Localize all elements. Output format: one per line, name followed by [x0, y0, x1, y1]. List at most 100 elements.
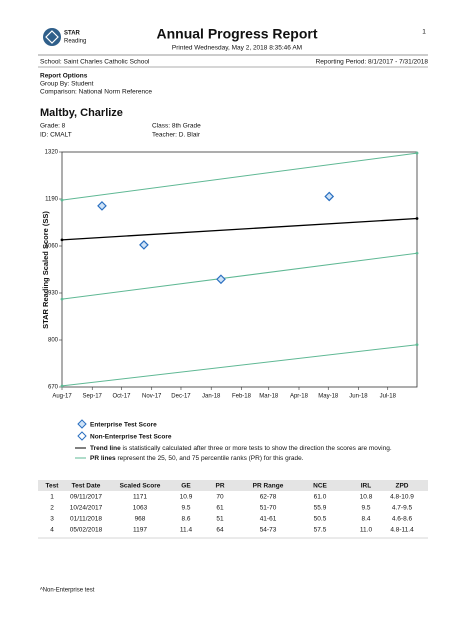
legend-entry: Trend line is statistically calculated a…: [90, 445, 392, 452]
student-name: Maltby, Charlize: [40, 107, 123, 119]
table-cell: 61.0: [314, 494, 327, 501]
table-cell: 4.7-9.5: [392, 505, 413, 512]
x-tick-label: Aug-17: [52, 394, 72, 400]
test-score: [139, 240, 149, 250]
option: Group By: Student: [40, 81, 94, 88]
table-cell: 10/24/2017: [70, 505, 103, 512]
student-class: Class: 8th Grade: [152, 123, 201, 130]
table-cell: 4.6-8.6: [392, 516, 413, 523]
x-tick-label: Jan-18: [202, 394, 221, 400]
table-cell: 1: [50, 494, 54, 501]
table-header: Scaled Score: [120, 483, 161, 490]
table-cell: 1171: [133, 494, 147, 501]
table-cell: 64: [216, 527, 224, 534]
x-tick-label: Feb-18: [232, 394, 252, 400]
y-tick-label: 1190: [45, 197, 59, 203]
table-cell: 8.4: [361, 516, 370, 523]
legend-text: represent the 25, 50, and 75 percentile …: [116, 455, 304, 462]
table-cell: 50.5: [314, 516, 327, 523]
student-grade: Grade: 8: [40, 123, 66, 130]
line-end: [415, 217, 419, 220]
table-cell: 09/11/2017: [70, 494, 102, 501]
legend-icon: [77, 431, 87, 441]
table-cell: 4.8-11.4: [390, 527, 414, 534]
y-tick-label: 1060: [45, 244, 59, 250]
footnote: ᴬNon-Enterprise test: [39, 586, 95, 594]
line-end: [60, 384, 64, 388]
table-cell: 3: [50, 516, 54, 523]
x-tick-label: Jul-18: [380, 394, 397, 400]
table-cell: 61: [216, 505, 224, 512]
x-tick-label: Dec-17: [171, 394, 191, 400]
table-cell: 01/11/2018: [70, 516, 102, 523]
table-cell: 57.5: [314, 527, 327, 534]
table-header: PR Range: [253, 483, 284, 490]
table-cell: 10.8: [360, 494, 373, 501]
table-cell: 1063: [133, 505, 148, 512]
line-end: [60, 198, 64, 202]
x-tick-label: Sep-17: [83, 394, 103, 400]
table-header: NCE: [313, 483, 327, 490]
table-header: IRL: [361, 483, 372, 490]
x-tick-label: May-18: [318, 394, 339, 400]
table-cell: 62-78: [260, 494, 277, 501]
table-cell: 11.0: [360, 527, 373, 534]
pr-line: [61, 252, 418, 300]
table-cell: 1197: [133, 527, 147, 534]
table: Test Test Date Scaled Score GE PR PR Range NCE…: [38, 483, 428, 539]
table-cell: 4.8-10.9: [390, 494, 414, 501]
x-tick-label: Mar-18: [259, 394, 279, 400]
option: Comparison: National Norm Reference: [40, 89, 152, 96]
y-axis-label: STAR Reading Scaled Score (SS): [41, 211, 50, 329]
chart: 670 800 930 1060 1190 1320 Aug-17 Sep-17 Oct-17 N…: [45, 150, 419, 400]
table-cell: 51-70: [260, 505, 277, 512]
trend-line: [61, 217, 418, 241]
plot-frame: [61, 151, 418, 388]
school: School: Saint Charles Catholic School: [40, 59, 150, 66]
pr-line: [61, 344, 418, 387]
table-cell: 9.5: [181, 505, 190, 512]
line-end: [415, 151, 419, 155]
table-cell: 10.9: [180, 494, 193, 501]
y-tick-label: 670: [48, 385, 59, 391]
table-cell: 11.4: [180, 527, 193, 534]
table-cell: 70: [216, 494, 224, 501]
table-header: Test Date: [72, 483, 101, 490]
title: Annual Progress Report: [156, 26, 317, 42]
page-number: 1: [422, 29, 426, 36]
test-score: [216, 274, 226, 285]
table-cell: 54-73: [260, 527, 277, 534]
table-header: GE: [181, 483, 191, 490]
legend-entry: PR lines represent the 25, 50, and 75 pe…: [90, 455, 304, 462]
table-cell: 8.6: [181, 516, 190, 523]
line-end: [60, 238, 64, 242]
table-header-bg: [38, 480, 428, 491]
table-cell: 4: [50, 527, 54, 534]
y-tick-label: 930: [48, 291, 59, 297]
x-tick-label: Nov-17: [142, 394, 162, 400]
pr-line: [61, 152, 418, 201]
legend-term: Trend line: [90, 445, 121, 452]
table-cell: 51: [216, 516, 224, 523]
logo-text: Reading: [64, 39, 86, 45]
table-header: ZPD: [396, 483, 409, 490]
legend-icon: [77, 419, 87, 429]
table-header: PR: [215, 483, 224, 490]
legend-text: is statistically calculated after three …: [121, 445, 392, 452]
x-tick-label: Oct-17: [112, 394, 131, 400]
line-end: [60, 297, 64, 301]
table-cell: 41-61: [260, 516, 277, 523]
table-header: Test: [46, 483, 60, 490]
table-cell: 05/02/2018: [70, 527, 103, 534]
x-tick-label: Apr-18: [290, 394, 309, 400]
printed: Printed Wednesday, May 2, 2018 8:35:46 A…: [172, 45, 302, 52]
legend-term: PR lines: [90, 455, 116, 462]
period: Reporting Period: 8/1/2017 - 7/31/2018: [316, 59, 429, 66]
test-score: [324, 191, 335, 202]
line-end: [415, 343, 419, 347]
legend-entry: Non-Enterprise Test Score: [90, 434, 172, 441]
logo-text: STAR: [64, 31, 81, 37]
y-tick-label: 800: [48, 338, 59, 344]
table-cell: 968: [135, 516, 146, 523]
